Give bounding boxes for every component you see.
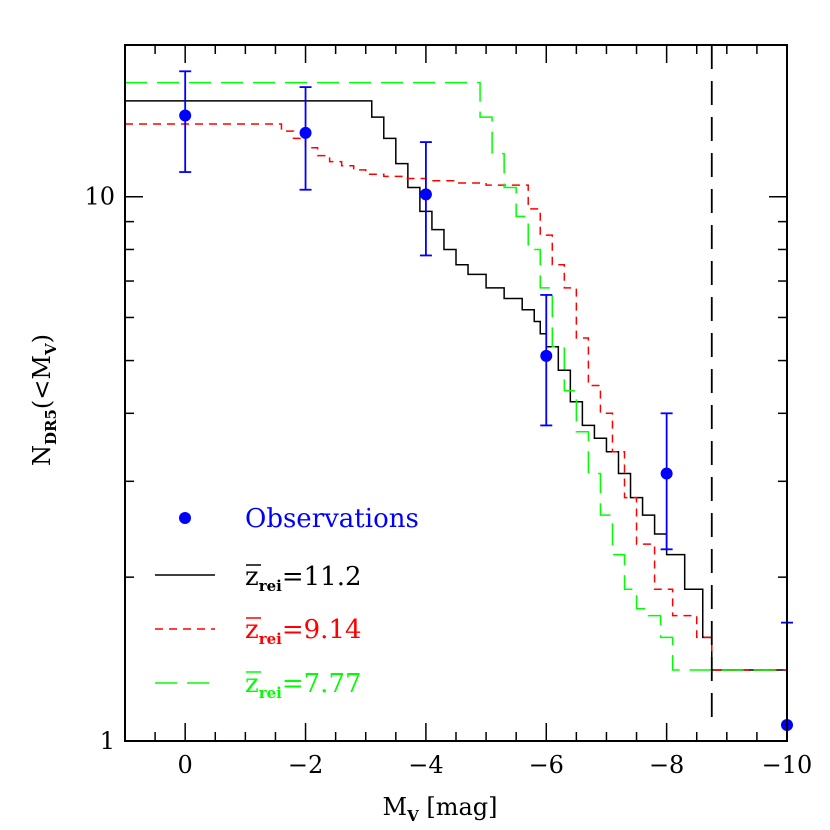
legend-sub-7-77: rei (259, 684, 282, 702)
legend-label-9-14: zrei=9.14 (245, 615, 362, 648)
x-tick-label: −8 (649, 751, 684, 779)
observation-point (540, 349, 553, 362)
legend-value-7-77: =7.77 (282, 669, 362, 699)
observation-point (299, 126, 312, 139)
legend-observations-marker (179, 512, 191, 524)
y-axis-label-sub2: V (42, 343, 60, 356)
y-tick-label: 1 (100, 727, 115, 755)
legend-prefix-7-77: z (245, 669, 259, 699)
legend-observations-label: Observations (245, 504, 419, 534)
legend-prefix-11-2: z (245, 562, 259, 592)
y-axis-label-end: ) (28, 334, 56, 343)
x-axis-label-rest: [mag] (419, 793, 498, 821)
legend-sub-9-14: rei (259, 630, 282, 648)
observation-point (660, 467, 673, 480)
series-line-0 (125, 100, 787, 671)
legend: Observations zrei=11.2 zrei=9.14 zrei=7.… (155, 504, 419, 702)
y-axis-label-sub: DR5 (42, 409, 60, 445)
y-axis-label: NDR5(<MV) (28, 334, 60, 466)
series-layer (125, 81, 787, 671)
legend-value-9-14: =9.14 (282, 615, 362, 645)
x-tick-label: −6 (529, 751, 564, 779)
legend-prefix-9-14: z (245, 615, 259, 645)
y-axis-label-main: N (28, 445, 56, 466)
legend-label-7-77: zrei=7.77 (245, 669, 362, 702)
x-axis-label-main: M (382, 793, 407, 821)
y-axis-label-rest: (<M (28, 355, 56, 409)
series-line-2 (125, 81, 787, 671)
x-axis-label-sub: V (406, 807, 419, 825)
y-tick-label: 10 (84, 183, 115, 211)
legend-label-11-2: zrei=11.2 (245, 562, 362, 595)
series-line-1 (125, 123, 787, 671)
legend-sub-11-2: rei (259, 577, 282, 595)
axis-ticks (124, 45, 788, 742)
plot-frame (124, 44, 788, 742)
x-tick-label: 0 (178, 751, 193, 779)
tick-labels: 0 −2 −4 −6 −8 −10 1 10 (84, 183, 812, 779)
x-tick-label: −4 (408, 751, 443, 779)
observation-point (179, 109, 192, 122)
x-tick-label: −2 (288, 751, 323, 779)
legend-value-11-2: =11.2 (282, 562, 362, 592)
x-tick-label: −10 (762, 751, 813, 779)
x-axis-label: MV [mag] (382, 793, 497, 825)
observation-point (419, 188, 432, 201)
